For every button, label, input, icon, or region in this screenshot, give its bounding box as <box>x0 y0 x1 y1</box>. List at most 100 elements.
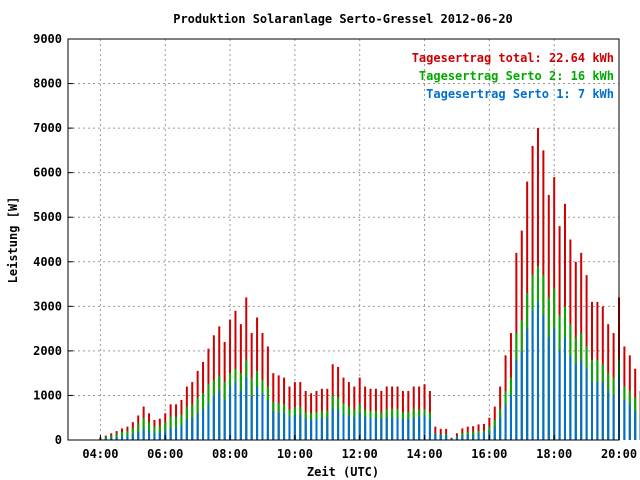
bar-serto-2 <box>148 422 151 440</box>
bar-serto-1 <box>477 433 480 440</box>
bar-serto-1 <box>558 350 561 440</box>
bar-serto-1 <box>623 399 626 440</box>
bar-serto-1 <box>466 434 469 440</box>
bar-serto-1 <box>250 395 253 440</box>
bar-serto-1 <box>601 382 604 440</box>
bar-serto-1 <box>196 413 199 440</box>
bar-serto-1 <box>234 382 237 440</box>
bar-serto-1 <box>374 417 377 440</box>
bar-serto-2 <box>115 433 118 440</box>
legend-entry-serto-1: Tagesertrag Serto 1: 7 kWh <box>426 87 614 101</box>
bar-serto-2 <box>104 436 107 440</box>
bar-serto-2 <box>131 427 134 440</box>
bar-serto-1 <box>283 413 286 440</box>
bar-serto-1 <box>239 390 242 440</box>
bar-serto-1 <box>191 417 194 440</box>
bar-serto-1 <box>628 404 631 440</box>
bar-serto-1 <box>515 359 518 440</box>
x-tick-label: 12:00 <box>342 447 378 461</box>
bar-serto-1 <box>310 419 313 440</box>
bar-serto-1 <box>385 417 388 440</box>
bar-serto-1 <box>607 390 610 440</box>
x-tick-label: 10:00 <box>277 447 313 461</box>
y-tick-label: 4000 <box>33 255 62 269</box>
bar-serto-1 <box>115 437 118 440</box>
x-tick-label: 18:00 <box>536 447 572 461</box>
bar-serto-1 <box>553 328 556 440</box>
y-tick-label: 0 <box>55 433 62 447</box>
bar-serto-1 <box>137 431 140 440</box>
bars-layer <box>99 128 640 441</box>
bar-serto-1 <box>212 395 215 440</box>
bar-serto-1 <box>509 395 512 440</box>
bar-serto-1 <box>185 419 188 440</box>
bar-serto-1 <box>612 395 615 440</box>
bar-serto-1 <box>218 390 221 440</box>
bar-serto-1 <box>563 337 566 440</box>
bar-serto-1 <box>277 412 280 440</box>
bar-serto-1 <box>110 437 113 440</box>
bar-serto-1 <box>180 425 183 440</box>
x-tick-label: 06:00 <box>147 447 183 461</box>
bar-serto-1 <box>104 438 107 440</box>
bar-serto-1 <box>504 404 507 440</box>
bar-serto-1 <box>358 413 361 440</box>
bar-serto-1 <box>121 436 124 440</box>
bar-serto-2 <box>121 431 124 440</box>
x-tick-label: 04:00 <box>82 447 118 461</box>
y-tick-label: 5000 <box>33 210 62 224</box>
bar-serto-1 <box>526 328 529 440</box>
bar-serto-1 <box>131 434 134 440</box>
bar-serto-1 <box>256 386 259 440</box>
bar-serto-1 <box>353 417 356 440</box>
bar-serto-1 <box>315 418 318 440</box>
chart-title: Produktion Solaranlage Serto-Gressel 201… <box>173 12 513 26</box>
plot-frame <box>67 38 620 441</box>
y-tick-label: 7000 <box>33 121 62 135</box>
bar-serto-1 <box>126 435 129 440</box>
bar-serto-1 <box>569 355 572 440</box>
x-tick-label: 14:00 <box>406 447 442 461</box>
bar-serto-1 <box>148 431 151 440</box>
bar-serto-1 <box>304 418 307 440</box>
legend-entry-serto-2: Tagesertrag Serto 2: 16 kWh <box>419 69 614 83</box>
bar-serto-1 <box>245 377 248 440</box>
bar-serto-1 <box>229 386 232 440</box>
bar-serto-1 <box>493 426 496 440</box>
bar-serto-1 <box>418 416 421 440</box>
x-tick-label: 16:00 <box>471 447 507 461</box>
bar-serto-1 <box>590 382 593 440</box>
bar-serto-1 <box>434 433 437 440</box>
bar-serto-1 <box>288 416 291 440</box>
y-tick-label: 3000 <box>33 299 62 313</box>
bar-serto-1 <box>364 416 367 440</box>
y-tick-label: 6000 <box>33 166 62 180</box>
bar-serto-1 <box>472 434 475 440</box>
bar-serto-1 <box>542 315 545 440</box>
bar-serto-1 <box>407 419 410 440</box>
bar-serto-1 <box>347 415 350 440</box>
bar-serto-1 <box>455 437 458 440</box>
bar-serto-1 <box>596 382 599 440</box>
bar-serto-1 <box>547 337 550 440</box>
bar-serto-1 <box>202 408 205 440</box>
bar-serto-1 <box>499 417 502 440</box>
bar-serto-1 <box>331 408 334 440</box>
bar-serto-1 <box>369 417 372 440</box>
bar-serto-1 <box>536 301 539 440</box>
y-tick-label: 2000 <box>33 344 62 358</box>
bar-serto-1 <box>326 418 329 440</box>
bar-serto-1 <box>445 435 448 440</box>
grid-lines <box>68 39 619 440</box>
bar-serto-1 <box>293 415 296 440</box>
bar-serto-1 <box>266 399 269 440</box>
bar-serto-1 <box>261 393 264 440</box>
bar-serto-1 <box>574 364 577 440</box>
bar-serto-1 <box>169 427 172 440</box>
bar-serto-1 <box>585 368 588 440</box>
bar-serto-1 <box>461 435 464 440</box>
bar-serto-2 <box>158 425 161 440</box>
bar-serto-1 <box>175 427 178 440</box>
bar-serto-1 <box>531 310 534 440</box>
